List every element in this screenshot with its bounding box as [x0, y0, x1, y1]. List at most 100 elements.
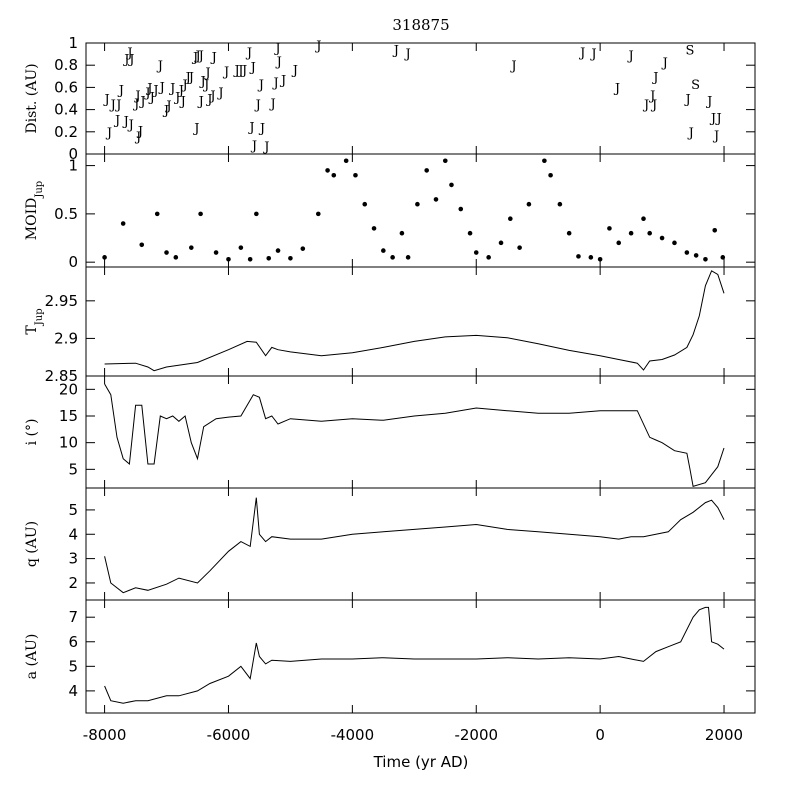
- encounter-marker: J: [114, 98, 121, 113]
- encounter-marker: J: [117, 84, 124, 99]
- moid-point: [275, 248, 281, 253]
- y-axis-label-text: q (AU): [24, 521, 40, 567]
- moid-point: [473, 250, 479, 255]
- encounter-marker: J: [132, 97, 139, 112]
- encounter-marker: J: [222, 65, 229, 80]
- y-axis-label-text: Dist. (AU): [24, 63, 40, 133]
- encounter-marker: J: [179, 95, 186, 110]
- encounter-marker: J: [705, 95, 712, 110]
- x-tick-label: 0: [595, 726, 605, 744]
- encounter-marker: J: [247, 120, 254, 135]
- panel-moid: 0 0.5 1 MOIDJup: [24, 153, 756, 271]
- encounter-marker: J: [148, 90, 155, 105]
- encounter-marker: J: [272, 76, 279, 91]
- x-tick-label: 2000: [705, 726, 743, 744]
- y-tick-label: 2.9: [54, 329, 78, 347]
- moid-point: [607, 226, 612, 231]
- moid-point: [139, 242, 145, 248]
- moid-point: [102, 255, 107, 260]
- moid-point: [693, 253, 699, 258]
- y-tick-label: 2: [68, 574, 78, 592]
- moid-point: [566, 230, 572, 236]
- moid-point: [325, 168, 330, 173]
- encounter-marker: J: [138, 95, 145, 110]
- encounter-marker: J: [156, 59, 163, 74]
- y-tick-label: 3: [68, 550, 78, 568]
- encounter-marker: J: [187, 70, 194, 85]
- moid-point: [720, 255, 726, 260]
- panel-frame: [85, 487, 756, 601]
- encounter-marker: J: [197, 95, 204, 110]
- moid-point: [588, 255, 594, 260]
- y-tick-label: 7: [68, 608, 78, 626]
- y-tick-label: 2.95: [45, 292, 78, 310]
- encounter-marker: J: [613, 81, 620, 96]
- y-tick-label: 0.5: [54, 205, 78, 223]
- y-tick-label: 0.4: [54, 101, 78, 119]
- moid-point: [300, 246, 306, 251]
- moid-point: [647, 230, 652, 236]
- moid-point: [542, 158, 547, 164]
- series-line-a: [104, 606, 725, 704]
- encounter-marker: J: [162, 104, 169, 119]
- y-tick-label: 6: [68, 633, 78, 651]
- y-axis-label-subscript: Jup: [34, 308, 45, 326]
- encounter-marker: J: [233, 64, 240, 79]
- encounter-marker: J: [275, 55, 282, 70]
- y-axis-label: q (AU): [24, 521, 40, 567]
- moid-point: [597, 256, 603, 262]
- moid-point: [381, 248, 386, 253]
- encounter-marker: J: [258, 121, 265, 136]
- encounter-marker: J: [122, 53, 129, 68]
- y-tick-label: 4: [68, 525, 78, 543]
- y-tick-label: 10: [59, 434, 78, 452]
- encounter-marker: J: [177, 84, 184, 99]
- y-tick-label: 0: [68, 253, 78, 271]
- encounter-marker: J: [134, 130, 141, 145]
- encounter-marker: J: [164, 99, 171, 114]
- panel-q: 2 3 4 5 q (AU): [24, 487, 756, 601]
- x-axis-label: Time (yr AD): [373, 753, 469, 771]
- y-tick-label: 0.6: [54, 78, 78, 96]
- encounter-marker: J: [127, 118, 134, 133]
- moid-point: [415, 201, 420, 207]
- encounter-marker: S: [691, 78, 700, 93]
- encounter-marker: J: [392, 44, 399, 59]
- moid-point: [486, 255, 491, 260]
- encounter-marker: J: [151, 84, 158, 99]
- encounter-marker: J: [203, 66, 210, 81]
- encounter-marker: J: [273, 41, 280, 56]
- encounter-marker: J: [192, 121, 199, 136]
- encounter-marker: J: [184, 70, 191, 85]
- y-axis-label-text: MOID: [24, 198, 40, 241]
- encounter-marker: J: [197, 49, 204, 64]
- y-tick-label: 1: [68, 34, 78, 52]
- moid-point: [173, 255, 179, 260]
- moid-point: [628, 230, 634, 236]
- moid-point: [331, 172, 337, 178]
- moid-point: [703, 256, 708, 262]
- moid-point: [315, 211, 321, 217]
- encounter-marker: J: [250, 139, 257, 154]
- moid-point: [154, 211, 160, 217]
- y-axis-label: TJup: [24, 308, 45, 334]
- encounter-marker: J: [210, 50, 217, 65]
- moid-point: [254, 211, 259, 217]
- encounter-marker: J: [291, 64, 298, 79]
- panel-frame: [85, 153, 756, 268]
- moid-point: [684, 250, 690, 255]
- y-tick-label: 2.85: [45, 367, 78, 385]
- encounter-marker: J: [145, 81, 152, 96]
- y-axis-label: MOIDJup: [24, 181, 45, 240]
- y-tick-label: 5: [68, 657, 78, 675]
- moid-point: [424, 168, 429, 173]
- y-axis-label: i (°): [24, 419, 40, 446]
- encounter-marker: J: [245, 46, 252, 61]
- encounter-marker: J: [249, 60, 256, 75]
- moid-point: [405, 255, 411, 260]
- encounter-marker: J: [113, 114, 120, 129]
- encounter-marker: J: [709, 111, 716, 126]
- y-tick-label: 20: [59, 380, 78, 398]
